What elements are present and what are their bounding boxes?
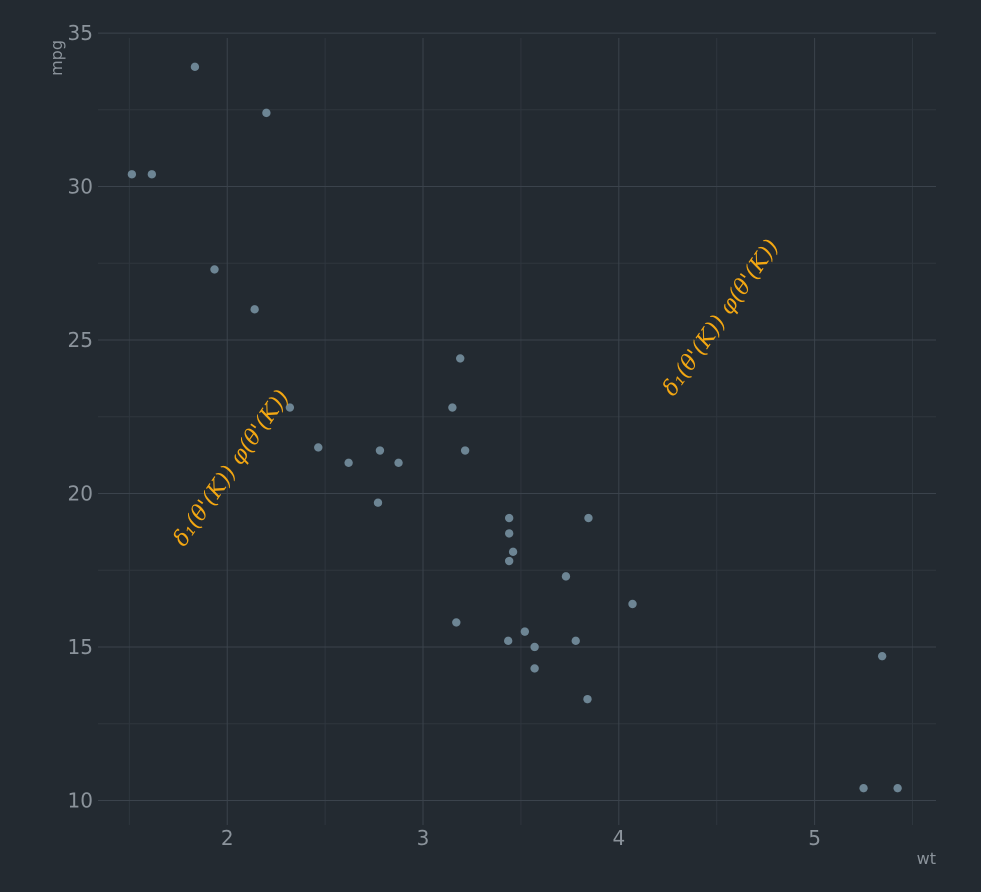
data-point: [504, 556, 514, 566]
data-point: [504, 529, 514, 538]
y-tick-label: 25: [68, 328, 93, 352]
data-point: [456, 354, 465, 363]
data-point: [628, 599, 637, 609]
data-point: [460, 446, 470, 455]
data-point: [503, 636, 513, 646]
data-point: [877, 651, 887, 661]
x-axis-title: wt: [917, 849, 936, 868]
annotations: δ₁(θ'(K)) φ(θ'(K)) δ₁(θ'(K)) φ(θ'(K)): [169, 235, 785, 551]
data-point: [452, 618, 461, 627]
x-tick-label: 5: [808, 826, 821, 850]
data-point: [285, 403, 295, 412]
x-axis-ticks: 2 3 4 5: [221, 826, 821, 850]
data-points: [127, 62, 902, 793]
x-tick-label: 2: [221, 826, 234, 850]
minor-gridlines: [98, 38, 936, 825]
major-gridlines: [98, 32, 936, 825]
y-tick-label: 10: [68, 788, 93, 812]
data-point: [375, 446, 385, 455]
data-point: [893, 783, 902, 793]
data-point: [190, 62, 200, 72]
data-point: [394, 458, 403, 467]
data-point: [561, 572, 571, 581]
data-point: [530, 642, 539, 652]
y-tick-label: 20: [68, 481, 93, 505]
data-point: [147, 170, 157, 179]
data-point: [262, 108, 271, 118]
data-point: [344, 458, 353, 467]
data-point: [448, 403, 457, 412]
data-point: [859, 783, 868, 793]
data-point: [571, 636, 580, 646]
data-point: [127, 170, 137, 179]
annotation-label: δ₁(θ'(K)) φ(θ'(K)): [658, 235, 784, 401]
x-tick-label: 3: [417, 826, 430, 850]
data-point: [583, 694, 592, 704]
data-point: [210, 265, 219, 274]
y-tick-label: 30: [68, 175, 93, 199]
annotation-label: δ₁(θ'(K)) φ(θ'(K)): [169, 386, 295, 552]
y-axis-title: mpg: [47, 40, 66, 76]
y-tick-label: 35: [68, 21, 93, 45]
data-point: [530, 664, 539, 673]
y-tick-label: 15: [68, 635, 93, 659]
data-point: [584, 513, 593, 523]
data-point: [520, 627, 530, 636]
y-axis-ticks: 10 15 20 25 30 35: [68, 21, 93, 812]
data-point: [508, 547, 518, 557]
data-point: [314, 443, 323, 452]
data-point: [373, 498, 383, 507]
data-point: [250, 305, 259, 314]
data-point: [504, 513, 514, 523]
x-tick-label: 4: [612, 826, 625, 850]
